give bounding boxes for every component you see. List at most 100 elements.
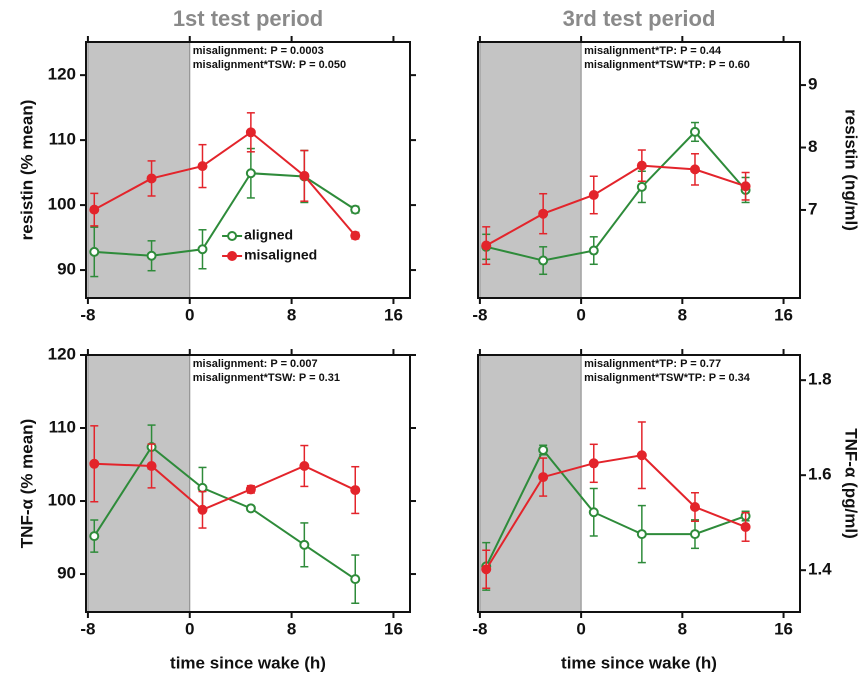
data-point xyxy=(689,126,700,137)
data-point xyxy=(538,472,549,483)
x-tick-label: -8 xyxy=(80,619,95,638)
shaded-region xyxy=(479,354,582,613)
data-point xyxy=(588,245,599,256)
y2-axis-label: resistin (ng/ml) xyxy=(842,109,861,231)
annotation: misalignment*TSW: P = 0.050 xyxy=(193,59,346,71)
data-point xyxy=(197,504,208,515)
data-point xyxy=(89,204,100,215)
series-line xyxy=(94,172,356,257)
y-axis-label: TNF-α (% mean) xyxy=(17,419,36,548)
x-tick-label: 0 xyxy=(185,619,194,638)
series-line xyxy=(485,130,747,262)
data-point xyxy=(740,521,751,532)
series-line xyxy=(94,462,356,511)
x-tick-label: 8 xyxy=(287,305,296,324)
series-line xyxy=(485,454,746,570)
annotation: misalignment*TSW*TP: P = 0.60 xyxy=(584,59,750,71)
data-point xyxy=(350,230,361,241)
y-tick-label: 100 xyxy=(48,195,76,214)
data-point xyxy=(350,204,361,215)
x-tick-label: 16 xyxy=(384,619,403,638)
y-tick-label: 90 xyxy=(57,260,76,279)
x-tick-label: 16 xyxy=(774,305,793,324)
data-point xyxy=(636,450,647,461)
shaded-region xyxy=(87,354,191,613)
annotation: misalignment*TP: P = 0.44 xyxy=(584,45,722,57)
data-point xyxy=(245,127,256,138)
y-tick-label: 110 xyxy=(49,417,76,436)
y2-tick-label: 7 xyxy=(808,199,817,218)
data-point xyxy=(538,255,549,266)
data-point xyxy=(146,250,157,261)
x-tick-label: 8 xyxy=(287,619,296,638)
data-point xyxy=(588,458,599,469)
y2-tick-label: 1.4 xyxy=(808,560,832,579)
x-axis-label: time since wake (h) xyxy=(561,653,717,672)
data-point xyxy=(588,507,599,518)
legend-label: misaligned xyxy=(244,247,317,263)
panel-title: 1st test period xyxy=(173,6,323,31)
data-point xyxy=(350,485,361,496)
data-point xyxy=(89,458,100,469)
y-tick-label: 90 xyxy=(57,564,76,583)
data-point xyxy=(197,161,208,172)
data-point xyxy=(299,539,310,550)
data-point xyxy=(538,208,549,219)
legend-marker xyxy=(227,231,238,241)
y-tick-label: 110 xyxy=(49,130,76,149)
x-tick-label: 16 xyxy=(384,305,403,324)
series-line xyxy=(485,164,746,247)
data-point xyxy=(481,240,492,251)
data-point xyxy=(636,160,647,171)
data-point xyxy=(538,445,549,456)
data-point xyxy=(588,189,599,200)
plot-frame xyxy=(85,354,411,613)
annotation: misalignment*TSW*TP: P = 0.34 xyxy=(584,372,751,384)
data-point xyxy=(689,502,700,513)
y-axis-label: resistin (% mean) xyxy=(17,100,36,241)
x-tick-label: 0 xyxy=(576,305,585,324)
data-point xyxy=(299,170,310,181)
x-tick-label: 8 xyxy=(678,619,687,638)
legend-marker xyxy=(227,251,238,261)
series-line xyxy=(93,131,357,237)
y2-axis-label: TNF-α (pg/ml) xyxy=(842,428,861,539)
y-tick-label: 120 xyxy=(48,344,76,363)
data-point xyxy=(636,181,647,192)
x-tick-label: 0 xyxy=(185,305,194,324)
data-point xyxy=(89,246,100,257)
annotation: misalignment*TP: P = 0.77 xyxy=(584,358,721,370)
x-tick-label: -8 xyxy=(80,305,95,324)
data-point xyxy=(481,564,492,575)
data-point xyxy=(245,168,256,179)
y2-tick-label: 1.6 xyxy=(808,465,832,484)
panel-title: 3rd test period xyxy=(563,6,716,31)
x-axis-label: time since wake (h) xyxy=(170,653,326,672)
plot-frame xyxy=(477,41,801,299)
x-tick-label: 16 xyxy=(774,619,793,638)
data-point xyxy=(636,529,647,540)
series-line xyxy=(93,445,356,580)
data-point xyxy=(197,482,208,493)
data-point xyxy=(689,529,700,540)
annotation: misalignment: P = 0.007 xyxy=(193,358,318,370)
x-tick-label: -8 xyxy=(472,305,487,324)
y2-tick-label: 1.8 xyxy=(808,370,832,389)
annotation: misalignment*TSW: P = 0.31 xyxy=(193,372,340,384)
y2-tick-label: 9 xyxy=(808,75,817,94)
plot-frame xyxy=(85,41,411,299)
legend-label: aligned xyxy=(244,227,293,243)
shaded-region xyxy=(479,41,582,299)
x-tick-label: 8 xyxy=(678,305,687,324)
data-point xyxy=(689,164,700,175)
data-point xyxy=(740,181,751,192)
y-tick-label: 120 xyxy=(48,65,76,84)
y2-tick-label: 8 xyxy=(808,137,817,156)
data-point xyxy=(146,173,157,184)
series-line xyxy=(485,448,746,567)
plot-frame xyxy=(477,354,801,613)
x-tick-label: -8 xyxy=(472,619,487,638)
data-point xyxy=(146,460,157,471)
shaded-region xyxy=(87,41,191,299)
